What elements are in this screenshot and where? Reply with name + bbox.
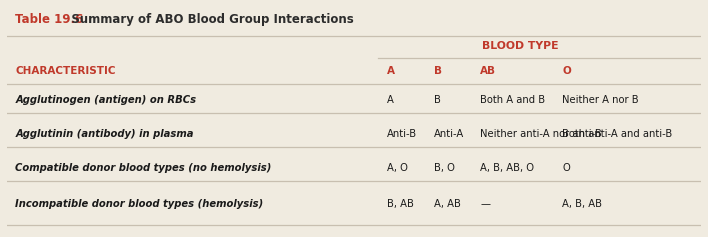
Text: A, B, AB, O: A, B, AB, O xyxy=(480,163,535,173)
Text: B: B xyxy=(434,95,440,105)
Text: Both A and B: Both A and B xyxy=(480,95,545,105)
Text: A, AB: A, AB xyxy=(434,199,461,209)
Text: Agglutinogen (antigen) on RBCs: Agglutinogen (antigen) on RBCs xyxy=(16,95,197,105)
Text: Both anti-A and anti-B: Both anti-A and anti-B xyxy=(562,129,673,139)
Text: A: A xyxy=(387,95,394,105)
Text: Compatible donor blood types (no hemolysis): Compatible donor blood types (no hemolys… xyxy=(16,163,272,173)
Text: AB: AB xyxy=(480,66,496,76)
Text: Incompatible donor blood types (hemolysis): Incompatible donor blood types (hemolysi… xyxy=(16,199,263,209)
Text: BLOOD TYPE: BLOOD TYPE xyxy=(482,41,559,51)
Text: O: O xyxy=(562,163,570,173)
Text: Neither anti-A nor anti-B: Neither anti-A nor anti-B xyxy=(480,129,602,139)
Text: O: O xyxy=(562,66,571,76)
Text: Summary of ABO Blood Group Interactions: Summary of ABO Blood Group Interactions xyxy=(59,13,354,26)
Text: B, AB: B, AB xyxy=(387,199,414,209)
Text: Agglutinin (antibody) in plasma: Agglutinin (antibody) in plasma xyxy=(16,129,194,139)
Text: A, O: A, O xyxy=(387,163,409,173)
Text: Neither A nor B: Neither A nor B xyxy=(562,95,639,105)
Text: B: B xyxy=(434,66,442,76)
Text: B, O: B, O xyxy=(434,163,455,173)
Text: CHARACTERISTIC: CHARACTERISTIC xyxy=(16,66,116,76)
Text: —: — xyxy=(480,199,490,209)
Text: Anti-B: Anti-B xyxy=(387,129,418,139)
Text: Table 19.6: Table 19.6 xyxy=(16,13,84,26)
Text: A: A xyxy=(387,66,395,76)
Text: Anti-A: Anti-A xyxy=(434,129,464,139)
Text: A, B, AB: A, B, AB xyxy=(562,199,602,209)
